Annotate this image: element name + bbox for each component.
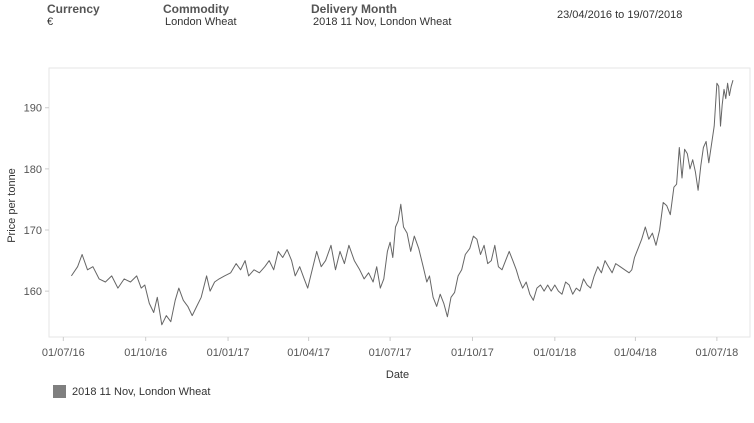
- commodity-label: Commodity: [163, 2, 229, 16]
- y-axis-label: Price per tonne: [6, 168, 18, 243]
- x-tick-label: 01/07/18: [695, 347, 738, 359]
- x-axis-ticks: 01/07/16 01/10/16 01/01/17 01/04/17 01/07/17…: [42, 337, 738, 359]
- x-tick-label: 01/01/17: [207, 347, 250, 359]
- delivery-month-filter: Delivery Month 2018 11 Nov, London Wheat: [311, 3, 451, 29]
- date-range: 23/04/2016 to 19/07/2018: [557, 9, 683, 21]
- plot-frame: [48, 67, 751, 338]
- x-tick-label: 01/04/17: [287, 347, 330, 359]
- commodity-value: London Wheat: [165, 16, 237, 28]
- y-tick-label: 160: [24, 286, 42, 298]
- x-tick-label: 01/10/16: [124, 347, 167, 359]
- legend-swatch[interactable]: [53, 385, 66, 398]
- x-axis-label: Date: [386, 369, 409, 381]
- y-tick-label: 190: [24, 103, 42, 115]
- delivery-month-label: Delivery Month: [311, 2, 398, 16]
- x-tick-label: 01/07/16: [42, 347, 85, 359]
- commodity-filter: Commodity London Wheat: [163, 3, 237, 29]
- y-tick-label: 170: [24, 225, 42, 237]
- x-tick-label: 01/07/17: [369, 347, 412, 359]
- x-tick-label: 01/01/18: [533, 347, 576, 359]
- currency-label: Currency: [47, 2, 100, 16]
- legend-label: 2018 11 Nov, London Wheat: [72, 385, 211, 398]
- x-tick-label: 01/04/18: [614, 347, 657, 359]
- currency-filter: Currency €: [47, 3, 100, 29]
- y-axis-ticks: 160 170 180 190: [24, 103, 49, 298]
- delivery-month-value: 2018 11 Nov, London Wheat: [313, 16, 452, 28]
- currency-value: €: [47, 16, 54, 28]
- x-tick-label: 01/10/17: [451, 347, 494, 359]
- series-line-london-wheat[interactable]: [70, 80, 734, 326]
- legend: 2018 11 Nov, London Wheat: [53, 385, 210, 398]
- y-tick-label: 180: [24, 164, 42, 176]
